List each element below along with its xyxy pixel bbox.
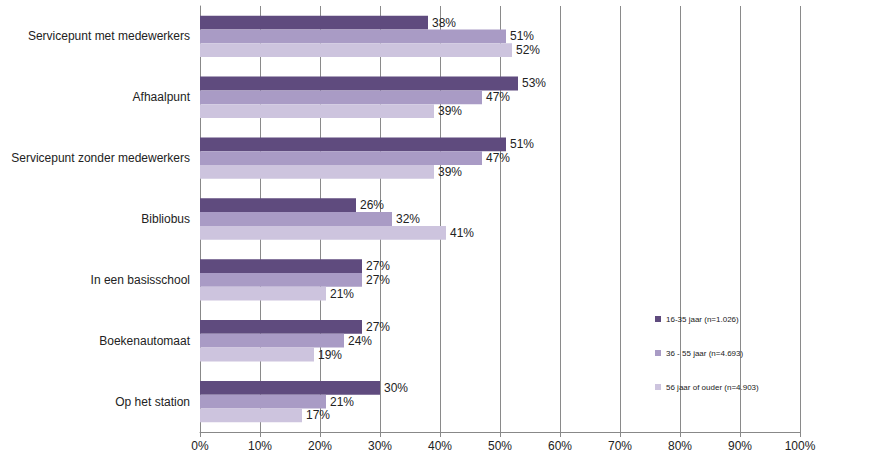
svg-text:Afhaalpunt: Afhaalpunt (133, 90, 191, 104)
svg-text:19%: 19% (318, 348, 342, 362)
svg-text:36 - 55 jaar (n=4.693): 36 - 55 jaar (n=4.693) (666, 349, 743, 358)
svg-text:39%: 39% (438, 165, 462, 179)
svg-text:27%: 27% (366, 320, 390, 334)
svg-text:21%: 21% (330, 395, 354, 409)
svg-text:41%: 41% (450, 226, 474, 240)
svg-text:70%: 70% (608, 439, 632, 453)
svg-text:56 jaar of ouder (n=4.903): 56 jaar of ouder (n=4.903) (666, 383, 759, 392)
svg-text:80%: 80% (668, 439, 692, 453)
svg-text:24%: 24% (348, 334, 372, 348)
svg-text:In een basisschool: In een basisschool (91, 273, 190, 287)
svg-text:26%: 26% (360, 198, 384, 212)
svg-text:16-35 jaar (n=1.026): 16-35 jaar (n=1.026) (666, 315, 739, 324)
svg-text:90%: 90% (728, 439, 752, 453)
svg-text:51%: 51% (510, 137, 534, 151)
svg-text:53%: 53% (522, 76, 546, 90)
svg-text:Bibliobus: Bibliobus (141, 212, 190, 226)
svg-text:100%: 100% (785, 439, 816, 453)
svg-text:27%: 27% (366, 273, 390, 287)
svg-text:39%: 39% (438, 104, 462, 118)
svg-text:38%: 38% (432, 16, 456, 30)
svg-text:47%: 47% (486, 90, 510, 104)
svg-text:Servicepunt zonder medewerkers: Servicepunt zonder medewerkers (11, 151, 190, 165)
svg-text:21%: 21% (330, 287, 354, 301)
svg-text:27%: 27% (366, 259, 390, 273)
svg-text:0%: 0% (191, 439, 209, 453)
svg-text:10%: 10% (248, 439, 272, 453)
svg-text:30%: 30% (384, 381, 408, 395)
svg-text:47%: 47% (486, 151, 510, 165)
svg-text:51%: 51% (510, 29, 534, 43)
svg-text:Op het station: Op het station (115, 395, 190, 409)
svg-text:32%: 32% (396, 212, 420, 226)
svg-text:20%: 20% (308, 439, 332, 453)
svg-text:30%: 30% (368, 439, 392, 453)
svg-text:17%: 17% (306, 408, 330, 422)
svg-text:Servicepunt met medewerkers: Servicepunt met medewerkers (28, 29, 190, 43)
svg-text:60%: 60% (548, 439, 572, 453)
svg-text:40%: 40% (428, 439, 452, 453)
svg-text:Boekenautomaat: Boekenautomaat (99, 334, 190, 348)
svg-text:52%: 52% (516, 43, 540, 57)
svg-text:50%: 50% (488, 439, 512, 453)
